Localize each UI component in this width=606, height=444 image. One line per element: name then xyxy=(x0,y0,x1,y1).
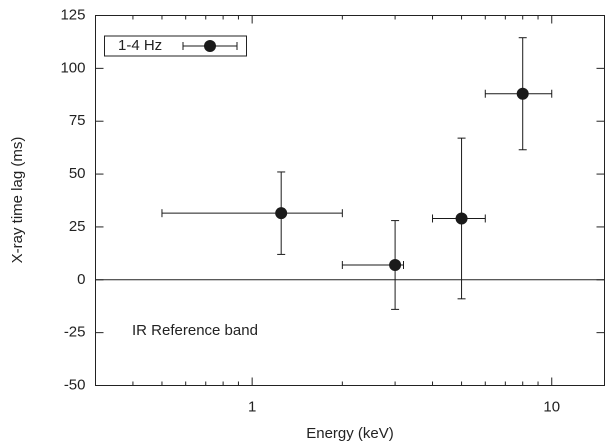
x-axis-label: Energy (keV) xyxy=(306,425,394,442)
y-axis-label: X-ray time lag (ms) xyxy=(9,137,26,264)
data-point xyxy=(516,87,529,100)
y-tick-label: 100 xyxy=(60,59,85,76)
y-tick-label: 25 xyxy=(69,218,86,235)
legend-label: 1-4 Hz xyxy=(118,37,162,54)
y-tick-label: 75 xyxy=(69,112,86,129)
annotation: IR Reference band xyxy=(132,322,258,339)
x-tick-label: 1 xyxy=(248,398,256,415)
data-point xyxy=(389,258,402,271)
y-tick-label: 0 xyxy=(77,271,85,288)
y-tick-label: -25 xyxy=(64,324,86,341)
data-point xyxy=(455,212,468,225)
y-tick-label: -50 xyxy=(64,376,86,393)
data-point xyxy=(275,207,288,220)
y-tick-label: 125 xyxy=(60,6,85,23)
x-tick-label: 10 xyxy=(543,398,560,415)
y-tick-label: 50 xyxy=(69,165,86,182)
plot-frame xyxy=(95,15,605,386)
legend-marker xyxy=(204,40,216,52)
